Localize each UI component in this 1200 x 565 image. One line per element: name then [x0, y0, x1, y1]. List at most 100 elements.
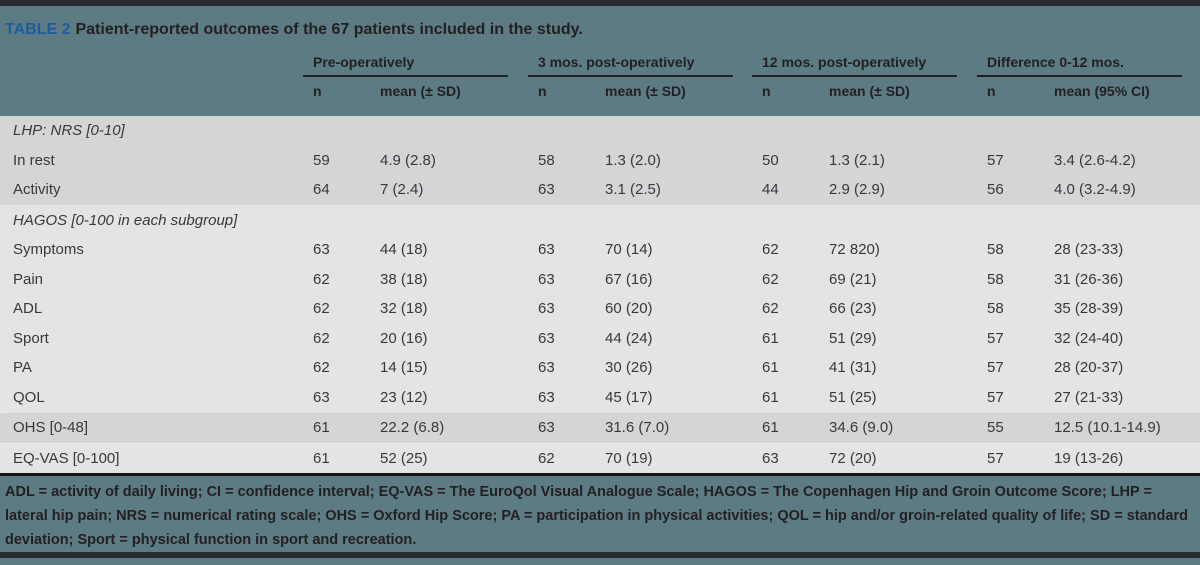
- cell-mean: 4.0 (3.2-4.9): [1054, 181, 1136, 198]
- row-label: Sport: [13, 329, 49, 347]
- cell-n: 58: [538, 151, 555, 169]
- cell-n: 61: [762, 329, 779, 347]
- table-row: Pain 62 38 (18) 63 67 (16) 62 69 (21) 58 31 (26-…: [0, 264, 1200, 294]
- cell-n: 63: [313, 241, 330, 258]
- cell-mean: 28 (23-33): [1054, 241, 1124, 258]
- cell-mean: 27 (21-33): [1054, 388, 1124, 406]
- row-label: ADL: [13, 300, 43, 317]
- cell-mean: 70 (19): [605, 449, 653, 467]
- cell-mean: 30 (26): [605, 359, 653, 376]
- cell-n: 63: [538, 388, 555, 406]
- cell-mean: 44 (18): [380, 241, 428, 258]
- column-subheader: n: [987, 83, 996, 99]
- cell-mean: 45 (17): [605, 388, 653, 406]
- cell-n: 62: [313, 270, 330, 288]
- cell-mean: 70 (14): [605, 241, 653, 258]
- cell-mean: 51 (29): [829, 329, 877, 347]
- column-subheader: n: [762, 83, 771, 99]
- footnote-zone: ADL = activity of daily living; CI = con…: [0, 476, 1200, 552]
- cell-n: 61: [313, 419, 330, 436]
- cell-mean: 7 (2.4): [380, 181, 424, 198]
- cell-n: 59: [313, 151, 330, 169]
- row-label: QOL: [13, 388, 45, 406]
- cell-n: 61: [313, 449, 330, 467]
- cell-n: 63: [538, 300, 555, 317]
- cell-mean: 72 (20): [829, 449, 877, 467]
- cell-mean: 14 (15): [380, 359, 428, 376]
- cell-n: 61: [762, 419, 779, 436]
- column-subheader: mean (± SD): [605, 83, 686, 99]
- cell-mean: 69 (21): [829, 270, 877, 288]
- cell-n: 55: [987, 419, 1004, 436]
- table-section-row: HAGOS [0-100 in each subgroup]: [0, 204, 1200, 235]
- table-body: LHP: NRS [0-10] In rest 59 4.9 (2.8) 58 1.3 (…: [0, 116, 1200, 473]
- table-number-label: TABLE 2: [5, 21, 71, 38]
- cell-mean: 28 (20-37): [1054, 359, 1124, 376]
- cell-mean: 44 (24): [605, 329, 653, 347]
- cell-mean: 51 (25): [829, 388, 877, 406]
- column-group-header: 3 mos. post-operatively: [528, 54, 733, 77]
- column-subheader: mean (95% CI): [1054, 83, 1150, 99]
- cell-mean: 34.6 (9.0): [829, 419, 894, 436]
- cell-mean: 22.2 (6.8): [380, 419, 445, 436]
- cell-mean: 38 (18): [380, 270, 428, 288]
- cell-n: 62: [313, 300, 330, 317]
- bottom-margin: [0, 558, 1200, 565]
- cell-n: 58: [987, 300, 1004, 317]
- cell-n: 63: [538, 181, 555, 198]
- table-row: Sport 62 20 (16) 63 44 (24) 61 51 (29) 57 32 (24…: [0, 323, 1200, 353]
- column-subheader: mean (± SD): [829, 83, 910, 99]
- column-group-header-row: Pre-operatively 3 mos. post-operatively 12…: [0, 54, 1200, 77]
- cell-mean: 1.3 (2.0): [605, 151, 661, 169]
- table-section-row: LHP: NRS [0-10]: [0, 116, 1200, 146]
- cell-n: 57: [987, 151, 1004, 169]
- column-subheader: n: [313, 83, 322, 99]
- column-subheader: mean (± SD): [380, 83, 461, 99]
- cell-n: 62: [762, 270, 779, 288]
- cell-n: 56: [987, 181, 1004, 198]
- cell-n: 58: [987, 241, 1004, 258]
- row-label: LHP: NRS [0-10]: [13, 122, 125, 139]
- bottom-border: [0, 552, 1200, 559]
- table-bottom-rule: [0, 473, 1200, 476]
- cell-n: 44: [762, 181, 779, 198]
- cell-n: 58: [987, 270, 1004, 288]
- cell-mean: 52 (25): [380, 449, 428, 467]
- cell-n: 57: [987, 449, 1004, 467]
- cell-mean: 31 (26-36): [1054, 270, 1124, 288]
- cell-n: 63: [538, 359, 555, 376]
- cell-n: 62: [538, 449, 555, 467]
- cell-mean: 72 820): [829, 241, 880, 258]
- row-label: In rest: [13, 151, 55, 169]
- cell-mean: 66 (23): [829, 300, 877, 317]
- cell-n: 62: [762, 300, 779, 317]
- row-label: Pain: [13, 270, 44, 288]
- cell-mean: 3.1 (2.5): [605, 181, 661, 198]
- cell-n: 50: [762, 151, 779, 169]
- cell-n: 63: [538, 419, 555, 436]
- row-label: HAGOS [0-100 in each subgroup]: [13, 211, 238, 229]
- table-caption: TABLE 2 Patient-reported outcomes of the …: [0, 6, 1200, 39]
- cell-mean: 20 (16): [380, 329, 428, 347]
- cell-mean: 3.4 (2.6-4.2): [1054, 151, 1136, 169]
- table-row: OHS [0-48] 61 22.2 (6.8) 63 31.6 (7.0) 61 34.6…: [0, 412, 1200, 443]
- cell-mean: 32 (18): [380, 300, 428, 317]
- cell-n: 61: [762, 388, 779, 406]
- top-border: [0, 0, 1200, 6]
- table-row: Activity 64 7 (2.4) 63 3.1 (2.5) 44 2.9 (2.9) 5…: [0, 175, 1200, 205]
- row-label: Activity: [13, 181, 61, 198]
- cell-n: 63: [538, 241, 555, 258]
- cell-mean: 1.3 (2.1): [829, 151, 885, 169]
- cell-n: 63: [313, 388, 330, 406]
- cell-mean: 67 (16): [605, 270, 653, 288]
- cell-n: 57: [987, 388, 1004, 406]
- table-row: EQ-VAS [0-100] 61 52 (25) 62 70 (19) 63 72 (20…: [0, 442, 1200, 473]
- footnote-text: ADL = activity of daily living; CI = con…: [5, 484, 1188, 548]
- cell-mean: 32 (24-40): [1054, 329, 1124, 347]
- column-group-header: 12 mos. post-operatively: [752, 54, 957, 77]
- cell-mean: 41 (31): [829, 359, 877, 376]
- cell-mean: 4.9 (2.8): [380, 151, 436, 169]
- column-subheader-row: n mean (± SD) n mean (± SD) n mean (± SD) n mea…: [0, 77, 1200, 99]
- row-label: PA: [13, 359, 32, 376]
